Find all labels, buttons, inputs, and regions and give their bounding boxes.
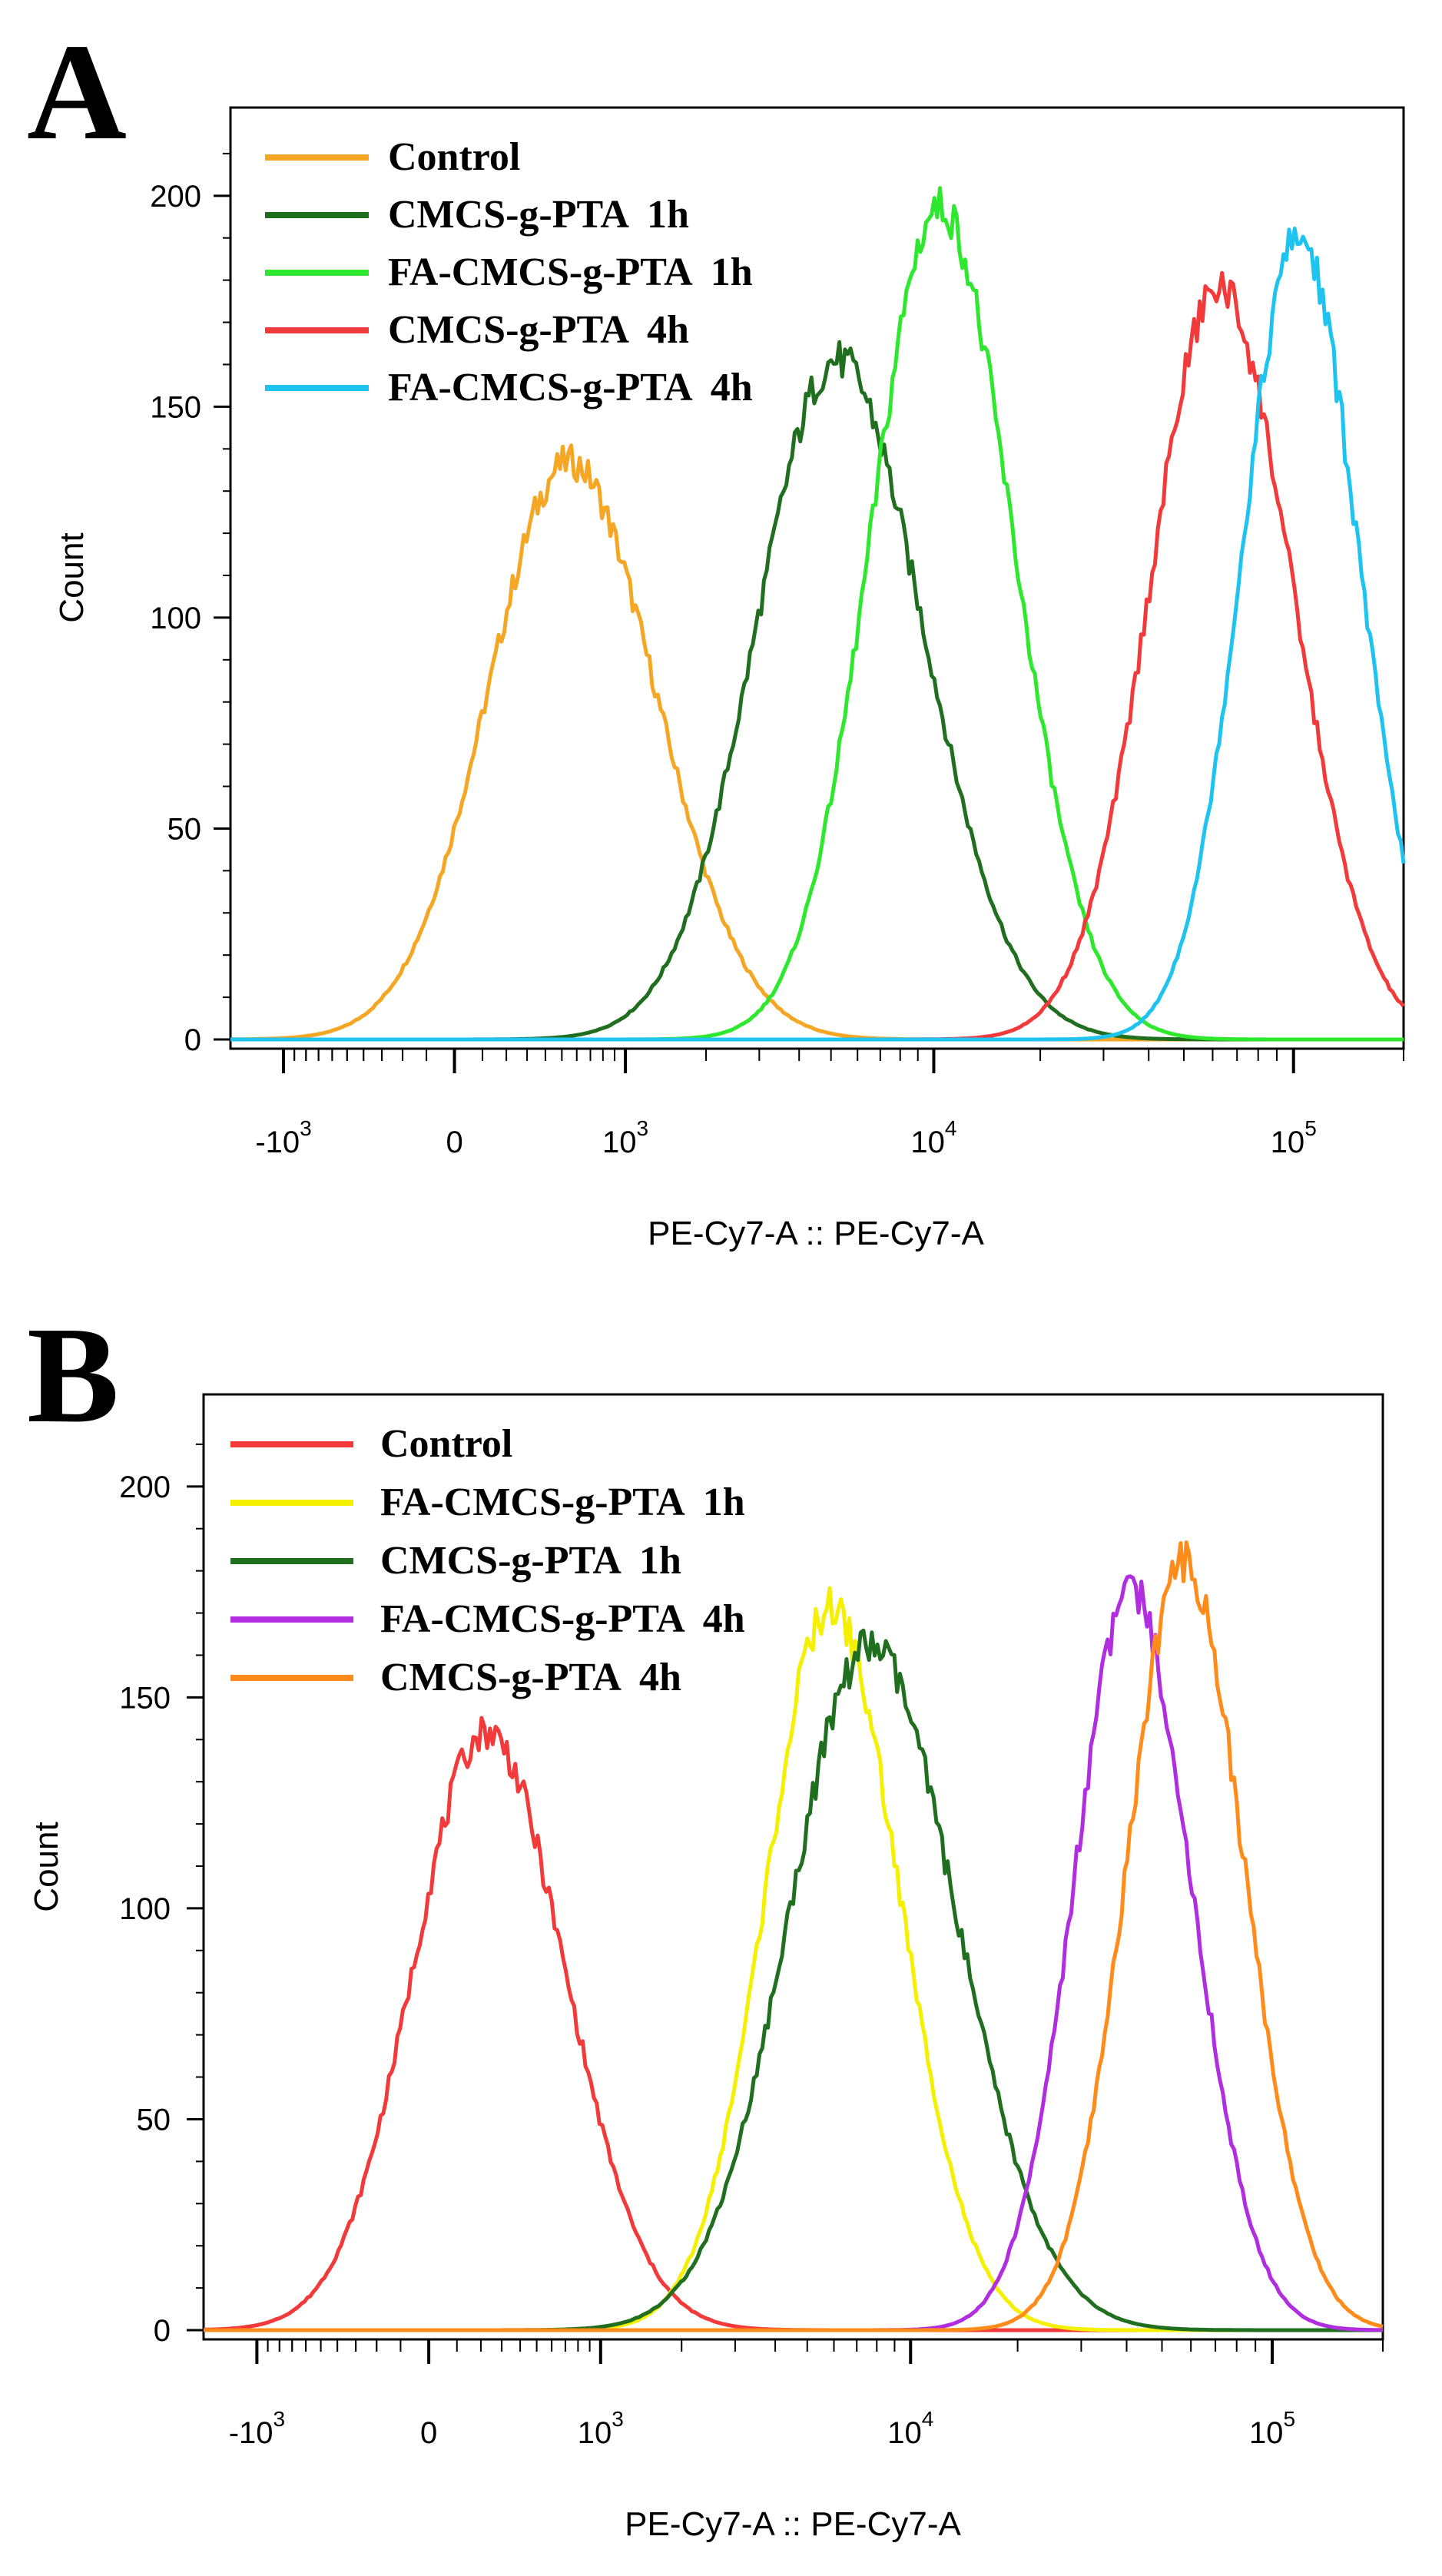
- legend-label: Control: [380, 1422, 512, 1466]
- plot-frame: [202, 1393, 1384, 2341]
- x-tick-label: 0: [420, 2416, 437, 2450]
- series-curve: [230, 443, 1404, 1042]
- legend-label: CMCS-g-PTA 4h: [380, 1656, 681, 1699]
- y-tick-label: 0: [184, 1023, 201, 1057]
- y-axis-label: Count: [28, 1822, 65, 1911]
- x-tick-label: 105: [1271, 1116, 1317, 1159]
- y-tick-label: 200: [150, 180, 201, 214]
- y-axis-label: Count: [53, 532, 91, 622]
- y-tick-label: 50: [137, 2103, 171, 2137]
- series-curve: [204, 1540, 1384, 2332]
- x-tick-label: -103: [229, 2407, 285, 2450]
- y-tick-label: 0: [154, 2314, 171, 2348]
- panel-letter: A: [27, 15, 127, 168]
- panel-b: B 0 50 100 150 200 -103 0 103 104 105 Control FA-C…: [27, 1298, 1384, 2543]
- x-axis-label: PE-Cy7-A :: PE-Cy7-A: [648, 1215, 984, 1252]
- x-tick-label: 104: [910, 1116, 956, 1159]
- y-tick-label: 100: [119, 1892, 171, 1926]
- y-tick-label: 50: [167, 812, 202, 846]
- legend: Control FA-CMCS-g-PTA 1h CMCS-g-PTA 1h FA-C…: [230, 1422, 745, 1699]
- y-tick-label: 150: [119, 1681, 171, 1715]
- legend-label: FA-CMCS-g-PTA 4h: [388, 366, 753, 409]
- x-axis-label: PE-Cy7-A :: PE-Cy7-A: [625, 2505, 961, 2543]
- legend-label: FA-CMCS-g-PTA 4h: [380, 1597, 745, 1641]
- legend-label: FA-CMCS-g-PTA 1h: [380, 1480, 745, 1524]
- panel-a: A 0 50 100 150 200 -103 0 103 104 105 Control CMCS…: [27, 15, 1406, 1252]
- plot-frame: [229, 106, 1405, 1050]
- series-curve: [230, 227, 1406, 1042]
- x-tick-label: 105: [1249, 2407, 1295, 2450]
- x-tick-label: 104: [887, 2407, 933, 2450]
- legend: Control CMCS-g-PTA 1h FA-CMCS-g-PTA 1h CMCS…: [265, 135, 753, 409]
- x-tick-label: 103: [602, 1116, 648, 1159]
- x-tick-label: -103: [255, 1116, 311, 1159]
- axis-ticks: 0 50 100 150 200 -103 0 103 104 105: [150, 152, 1404, 1159]
- x-tick-label: 103: [578, 2407, 624, 2450]
- y-tick-label: 150: [150, 390, 201, 424]
- series-curve: [203, 1716, 1383, 2332]
- panel-letter: B: [27, 1298, 119, 1451]
- curves: [203, 1540, 1384, 2332]
- axis-ticks: 0 50 100 150 200 -103 0 103 104 105: [119, 1443, 1384, 2450]
- legend-label: CMCS-g-PTA 1h: [380, 1539, 681, 1583]
- legend-label: CMCS-g-PTA 1h: [388, 193, 689, 237]
- y-tick-label: 100: [150, 602, 201, 635]
- legend-label: Control: [388, 135, 520, 179]
- legend-label: CMCS-g-PTA 4h: [388, 308, 689, 352]
- legend-label: FA-CMCS-g-PTA 1h: [388, 250, 753, 294]
- x-tick-label: 0: [446, 1126, 462, 1159]
- curves: [230, 186, 1406, 1042]
- y-tick-label: 200: [119, 1470, 171, 1504]
